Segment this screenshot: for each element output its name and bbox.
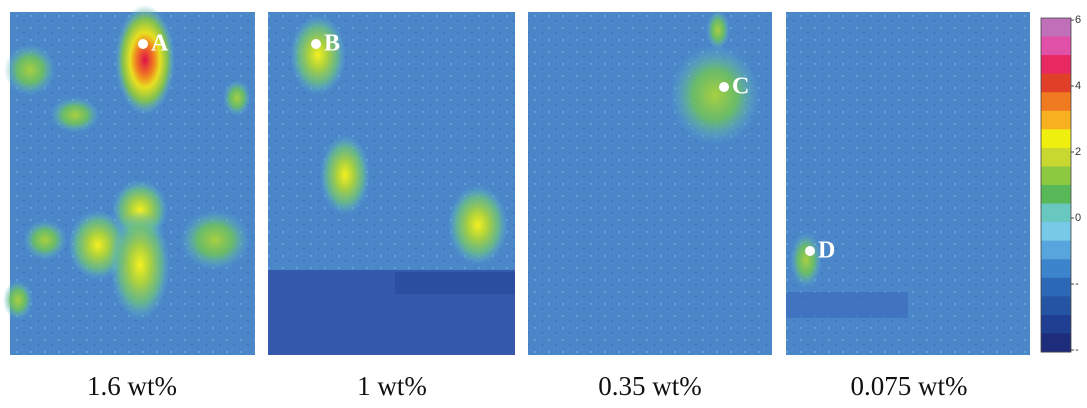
- colorbar-tick-label: -: [1075, 278, 1079, 290]
- panel: D 0.075 wt%: [786, 12, 1030, 401]
- panel: C 0.35 wt%: [528, 10, 772, 401]
- caption: 0.35 wt%: [598, 371, 702, 401]
- point-label: D: [818, 238, 835, 264]
- colorbar-segment: [1041, 222, 1071, 241]
- panel: B 1 wt%: [268, 12, 515, 401]
- panel: A 1.6 wt%: [3, 5, 255, 401]
- colorbar-segment: [1041, 204, 1071, 223]
- colorbar-tick-label: 4: [1075, 80, 1081, 92]
- colorbar-segment: [1041, 55, 1071, 74]
- point-label: C: [732, 74, 749, 100]
- colorbar-segment: [1041, 296, 1071, 315]
- colorbar-segment: [1041, 92, 1071, 111]
- colorbar-segment: [1041, 315, 1071, 334]
- point-label: B: [324, 31, 340, 57]
- marker: [719, 82, 729, 92]
- colorbar-segment: [1041, 18, 1071, 37]
- colorbar-segment: [1041, 333, 1071, 352]
- colorbar-segment: [1041, 241, 1071, 260]
- colorbar-tick-label: 6: [1075, 14, 1081, 26]
- caption: 1.6 wt%: [87, 371, 177, 401]
- colorbar-segment: [1041, 74, 1071, 93]
- colorbar-segment: [1041, 278, 1071, 297]
- colorbar-segment: [1041, 259, 1071, 278]
- caption: 1 wt%: [357, 371, 427, 401]
- colorbar-tick-label: -: [1075, 344, 1079, 356]
- colorbar-segment: [1041, 111, 1071, 130]
- colorbar-segment: [1041, 129, 1071, 148]
- colorbar: 6 4 2 0 - -: [1041, 14, 1081, 356]
- colorbar-segment: [1041, 37, 1071, 56]
- colorbar-segment: [1041, 166, 1071, 185]
- marker: [805, 246, 815, 256]
- colorbar-segment: [1041, 148, 1071, 167]
- scan-band: [395, 272, 515, 294]
- scan-band: [786, 292, 908, 318]
- colorbar-segment: [1041, 185, 1071, 204]
- marker: [311, 39, 321, 49]
- caption: 0.075 wt%: [851, 371, 968, 401]
- colorbar-tick-label: 0: [1075, 212, 1081, 224]
- colorbar-tick-label: 2: [1075, 146, 1081, 158]
- point-label: A: [151, 31, 169, 57]
- figure: A 1.6 wt% B 1 wt% C 0.35 wt%: [0, 0, 1087, 408]
- marker: [138, 39, 148, 49]
